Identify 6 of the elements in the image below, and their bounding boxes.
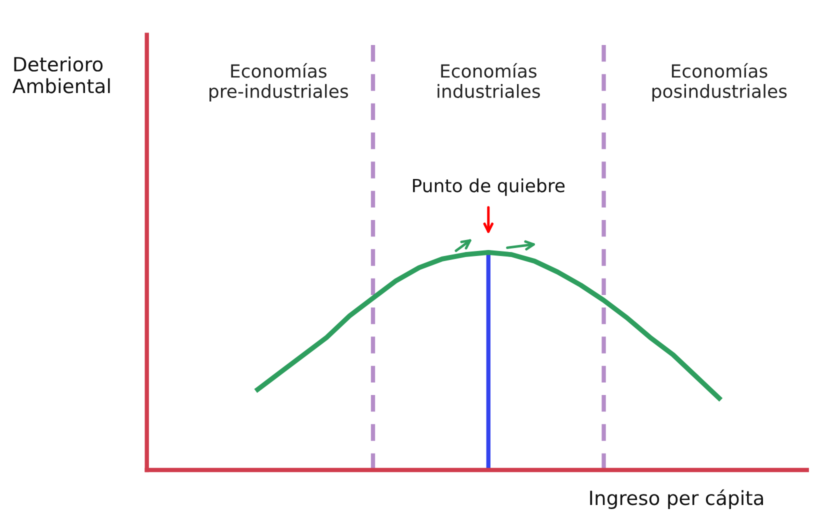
text: Economías posindustriales — [652, 63, 787, 102]
text: Punto de quiebre — [413, 178, 565, 196]
text: Deterioro Ambiental — [12, 56, 110, 94]
x-axis-title: Ingreso per cápita — [590, 489, 763, 509]
text: Economías pre-industriales — [210, 63, 348, 102]
text: Economías industriales — [438, 63, 540, 98]
